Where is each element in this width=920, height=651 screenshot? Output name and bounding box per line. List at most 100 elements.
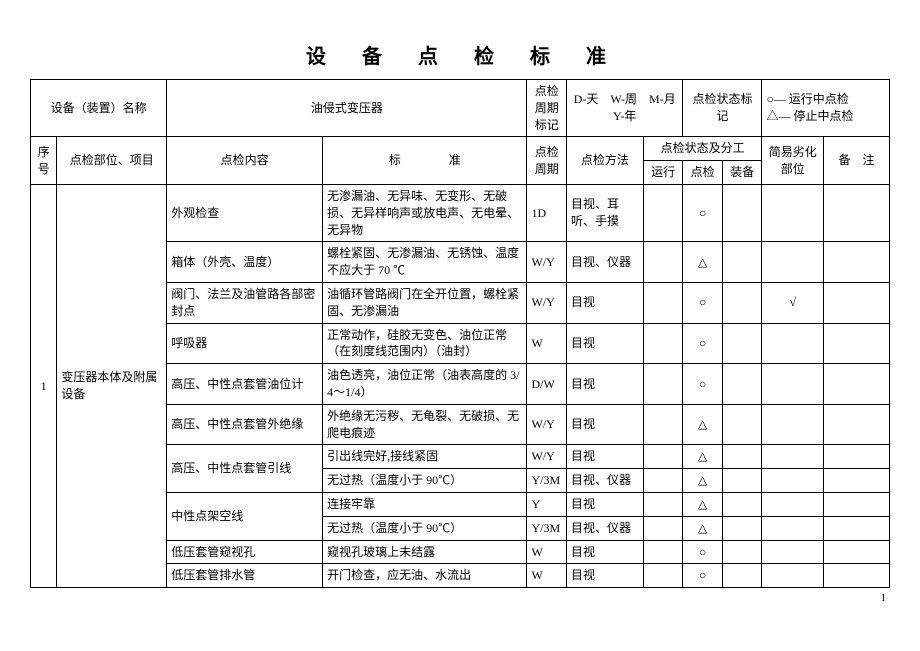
part-cell: 变压器本体及附属设备 <box>57 184 167 587</box>
check-cell: ○ <box>683 364 723 405</box>
equip-cell <box>722 404 762 445</box>
run-cell <box>643 323 683 364</box>
remark-cell <box>823 282 889 323</box>
equip-cell <box>722 445 762 469</box>
det-cell: √ <box>762 282 824 323</box>
run-cell <box>643 492 683 516</box>
check-cell: ○ <box>683 564 723 588</box>
status-mark-label: 点检状态标记 <box>683 80 762 137</box>
method-cell: 目视 <box>566 323 643 364</box>
run-cell <box>643 364 683 405</box>
remark-cell <box>823 364 889 405</box>
standard-cell: 引出线完好,接线紧固 <box>323 445 527 469</box>
remark-cell <box>823 323 889 364</box>
period-cell: 1D <box>527 184 567 241</box>
col-run: 运行 <box>643 161 683 185</box>
method-cell: 目视 <box>566 282 643 323</box>
method-cell: 目视 <box>566 564 643 588</box>
check-cell: ○ <box>683 282 723 323</box>
content-cell: 高压、中性点套管引线 <box>167 445 323 493</box>
run-cell <box>643 242 683 283</box>
check-cell: △ <box>683 404 723 445</box>
col-deterioration: 简易劣化部位 <box>762 137 824 185</box>
remark-cell <box>823 492 889 516</box>
standard-cell: 无渗漏油、无异味、无变形、无破损、无异样响声或放电声、无电晕、无异物 <box>323 184 527 241</box>
check-cell: △ <box>683 469 723 493</box>
col-seq: 序号 <box>31 137 57 185</box>
content-cell: 呼吸器 <box>167 323 323 364</box>
period-cell: Y/3M <box>527 469 567 493</box>
remark-cell <box>823 516 889 540</box>
check-cell: △ <box>683 242 723 283</box>
run-cell <box>643 564 683 588</box>
content-cell: 高压、中性点套管油位计 <box>167 364 323 405</box>
period-cell: W/Y <box>527 242 567 283</box>
equip-cell <box>722 323 762 364</box>
det-cell <box>762 469 824 493</box>
equip-cell <box>722 540 762 564</box>
check-cell: ○ <box>683 540 723 564</box>
period-mark-label: 点检周期标记 <box>527 80 567 137</box>
method-cell: 目视、仪器 <box>566 469 643 493</box>
method-cell: 目视 <box>566 404 643 445</box>
page-number: 1 <box>30 592 890 604</box>
standard-cell: 开门检查，应无油、水流出 <box>323 564 527 588</box>
equip-cell <box>722 492 762 516</box>
det-cell <box>762 564 824 588</box>
col-equip: 装备 <box>722 161 762 185</box>
method-cell: 目视 <box>566 492 643 516</box>
period-cell: W <box>527 323 567 364</box>
period-cell: W/Y <box>527 282 567 323</box>
remark-cell <box>823 445 889 469</box>
det-cell <box>762 323 824 364</box>
run-cell <box>643 404 683 445</box>
det-cell <box>762 516 824 540</box>
det-cell <box>762 540 824 564</box>
remark-cell <box>823 184 889 241</box>
col-remark: 备 注 <box>823 137 889 185</box>
col-part: 点检部位、项目 <box>57 137 167 185</box>
period-cell: Y <box>527 492 567 516</box>
content-cell: 外观检查 <box>167 184 323 241</box>
det-cell <box>762 364 824 405</box>
status-mark-value: ○— 运行中点检 △— 停止中点检 <box>762 80 890 137</box>
content-cell: 中性点架空线 <box>167 492 323 540</box>
standard-cell: 无过热（温度小于 90℃） <box>323 469 527 493</box>
period-cell: D/W <box>527 364 567 405</box>
check-cell: ○ <box>683 323 723 364</box>
remark-cell <box>823 540 889 564</box>
remark-cell <box>823 469 889 493</box>
check-cell: △ <box>683 516 723 540</box>
det-cell <box>762 492 824 516</box>
method-cell: 目视 <box>566 445 643 469</box>
page-title: 设 备 点 检 标 准 <box>30 40 890 69</box>
equip-name-value: 油侵式变压器 <box>167 80 527 137</box>
equip-cell <box>722 242 762 283</box>
equip-cell <box>722 516 762 540</box>
content-cell: 低压套管排水管 <box>167 564 323 588</box>
remark-cell <box>823 242 889 283</box>
table-row: 1变压器本体及附属设备外观检查无渗漏油、无异味、无变形、无破损、无异样响声或放电… <box>31 184 890 241</box>
content-cell: 低压套管窥视孔 <box>167 540 323 564</box>
check-cell: △ <box>683 445 723 469</box>
equip-cell <box>722 282 762 323</box>
col-status-group: 点检状态及分工 <box>643 137 762 161</box>
period-cell: W/Y <box>527 404 567 445</box>
equip-cell <box>722 184 762 241</box>
period-cell: W <box>527 564 567 588</box>
method-cell: 目视 <box>566 540 643 564</box>
remark-cell <box>823 564 889 588</box>
method-cell: 目视、仪器 <box>566 242 643 283</box>
run-cell <box>643 469 683 493</box>
column-header-row-1: 序号 点检部位、项目 点检内容 标 准 点检周期 点检方法 点检状态及分工 简易… <box>31 137 890 161</box>
col-standard: 标 准 <box>323 137 527 185</box>
det-cell <box>762 184 824 241</box>
standard-cell: 油循环管路阀门在全开位置，螺栓紧固、无渗漏油 <box>323 282 527 323</box>
standard-cell: 连接牢靠 <box>323 492 527 516</box>
content-cell: 高压、中性点套管外绝缘 <box>167 404 323 445</box>
col-content: 点检内容 <box>167 137 323 185</box>
col-method: 点检方法 <box>566 137 643 185</box>
col-period: 点检周期 <box>527 137 567 185</box>
standard-cell: 螺栓紧固、无渗漏油、无锈蚀、温度不应大于 70 ℃ <box>323 242 527 283</box>
standard-cell: 油色透亮，油位正常（油表高度的 3/4～1/4） <box>323 364 527 405</box>
